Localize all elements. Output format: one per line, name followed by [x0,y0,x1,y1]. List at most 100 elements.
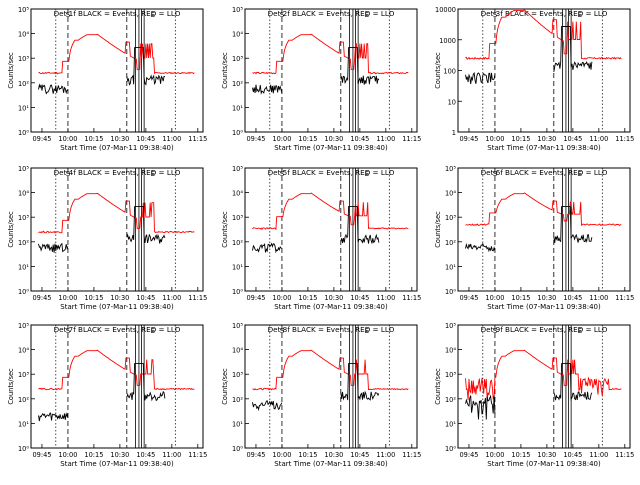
y-axis-label: Counts/sec [434,211,442,248]
start-marker-label: S [493,170,498,178]
x-axis-label: Start Time (07-Mar-11 09:38:40) [274,144,388,152]
events-line-post [553,26,593,73]
x-tick-label: 10:30 [537,135,556,143]
end-marker-label: E [151,11,155,19]
panel-title: Det 9f BLACK = Events, RED = LLD [481,325,608,334]
plot-frame [30,167,204,292]
events-line-post [126,363,166,402]
x-tick-label: 10:00 [272,294,291,302]
y-tick-label: 10³ [18,371,29,379]
x-tick-label: 10:30 [324,135,343,143]
y-tick-label: 10⁴ [232,347,243,355]
lld-line [252,33,409,75]
panel-det-4: Det 4f BLACK = Events, RED = LLD 10⁰ 10¹ 10… [7,165,207,311]
x-tick-label: 10:15 [298,294,317,302]
x-tick-label: 11:00 [589,451,608,459]
events-line-post [340,47,380,85]
events-line-pre [38,412,69,422]
x-axis-label: Start Time (07-Mar-11 09:38:40) [487,460,601,468]
x-axis-label: Start Time (07-Mar-11 09:38:40) [274,303,388,311]
end-marker-label: E [151,170,155,178]
end-marker-label: E [578,11,582,19]
x-axis-label: Start Time (07-Mar-11 09:38:40) [274,460,388,468]
x-axis-label: Start Time (07-Mar-11 09:38:40) [60,144,174,152]
x-tick-label: 10:15 [298,451,317,459]
y-tick-label: 10⁰ [232,445,243,453]
start-marker-label: S [280,11,285,19]
y-tick-label: 10⁵ [18,165,29,173]
y-axis-label: Counts/sec [221,368,229,405]
end-marker-label: E [151,327,155,335]
y-tick-label: 10 [448,98,456,106]
events-line-pre [465,71,496,85]
x-tick-label: 11:00 [589,294,608,302]
x-tick-label: 10:00 [58,294,77,302]
x-tick-label: 10:30 [537,294,556,302]
x-tick-label: 10:00 [58,135,77,143]
events-line-pre [252,242,283,254]
x-tick-label: 09:45 [32,451,51,459]
y-tick-label: 10² [18,80,29,88]
x-tick-label: 10:45 [136,451,155,459]
x-tick-label: 11:00 [376,451,395,459]
panel-title: Det 4f BLACK = Events, RED = LLD [54,168,181,177]
y-axis-label: Counts/sec [7,52,15,89]
panel-title: Det 1f BLACK = Events, RED = LLD [54,9,181,18]
panel-title: Det 3f BLACK = Events, RED = LLD [481,9,608,18]
plot-frame [244,324,418,449]
events-line-pre [465,242,496,253]
x-tick-label: 10:30 [537,451,556,459]
lld-line [252,349,409,391]
x-tick-label: 10:45 [563,135,582,143]
x-tick-label: 10:45 [563,294,582,302]
end-marker-label: E [578,170,582,178]
x-tick-label: 11:15 [402,451,421,459]
x-tick-label: 10:30 [110,294,129,302]
start-marker-label: S [66,170,71,178]
x-tick-label: 10:15 [84,294,103,302]
panel-title: Det 5f BLACK = Events, RED = LLD [268,168,395,177]
y-tick-label: 10² [18,396,29,404]
x-axis-label: Start Time (07-Mar-11 09:38:40) [487,303,601,311]
y-tick-label: 10¹ [445,420,456,428]
events-line-post [553,206,593,244]
y-tick-label: 10⁴ [232,190,243,198]
x-tick-label: 10:30 [110,451,129,459]
x-tick-label: 10:00 [272,451,291,459]
y-tick-label: 10000 [435,6,456,14]
events-line-post [340,206,380,244]
y-tick-label: 10⁰ [445,445,456,453]
y-tick-label: 10⁵ [18,6,29,14]
lld-line [38,192,195,234]
x-tick-label: 10:00 [485,294,504,302]
y-tick-label: 10⁰ [18,445,29,453]
y-tick-label: 10⁰ [232,129,243,137]
x-tick-label: 10:15 [298,135,317,143]
x-tick-label: 09:45 [246,451,265,459]
start-marker-label: S [66,11,71,19]
y-tick-label: 10¹ [445,263,456,271]
plot-frame [244,167,418,292]
x-tick-label: 10:15 [511,451,530,459]
x-tick-label: 11:15 [402,294,421,302]
y-tick-label: 10⁴ [18,190,29,198]
y-tick-label: 10⁵ [18,322,29,330]
panel-det-1: Det 1f BLACK = Events, RED = LLD 10⁰ 10¹ 10… [7,6,207,152]
x-tick-label: 11:15 [188,451,207,459]
y-tick-label: 10⁵ [232,322,243,330]
x-axis-label: Start Time (07-Mar-11 09:38:40) [487,144,601,152]
events-line-pre [38,242,69,253]
y-axis-label: Counts/sec [7,211,15,248]
lld-line [465,9,622,60]
y-tick-label: 10¹ [232,104,243,112]
events-line-post [553,363,593,402]
lld-line [465,349,622,401]
x-tick-label: 10:15 [84,451,103,459]
x-tick-label: 11:15 [188,135,207,143]
plot-frame [457,167,631,292]
y-axis-label: Counts/sec [434,368,442,405]
x-tick-label: 11:00 [376,135,395,143]
plot-frame [30,324,204,449]
y-tick-label: 10⁴ [18,347,29,355]
